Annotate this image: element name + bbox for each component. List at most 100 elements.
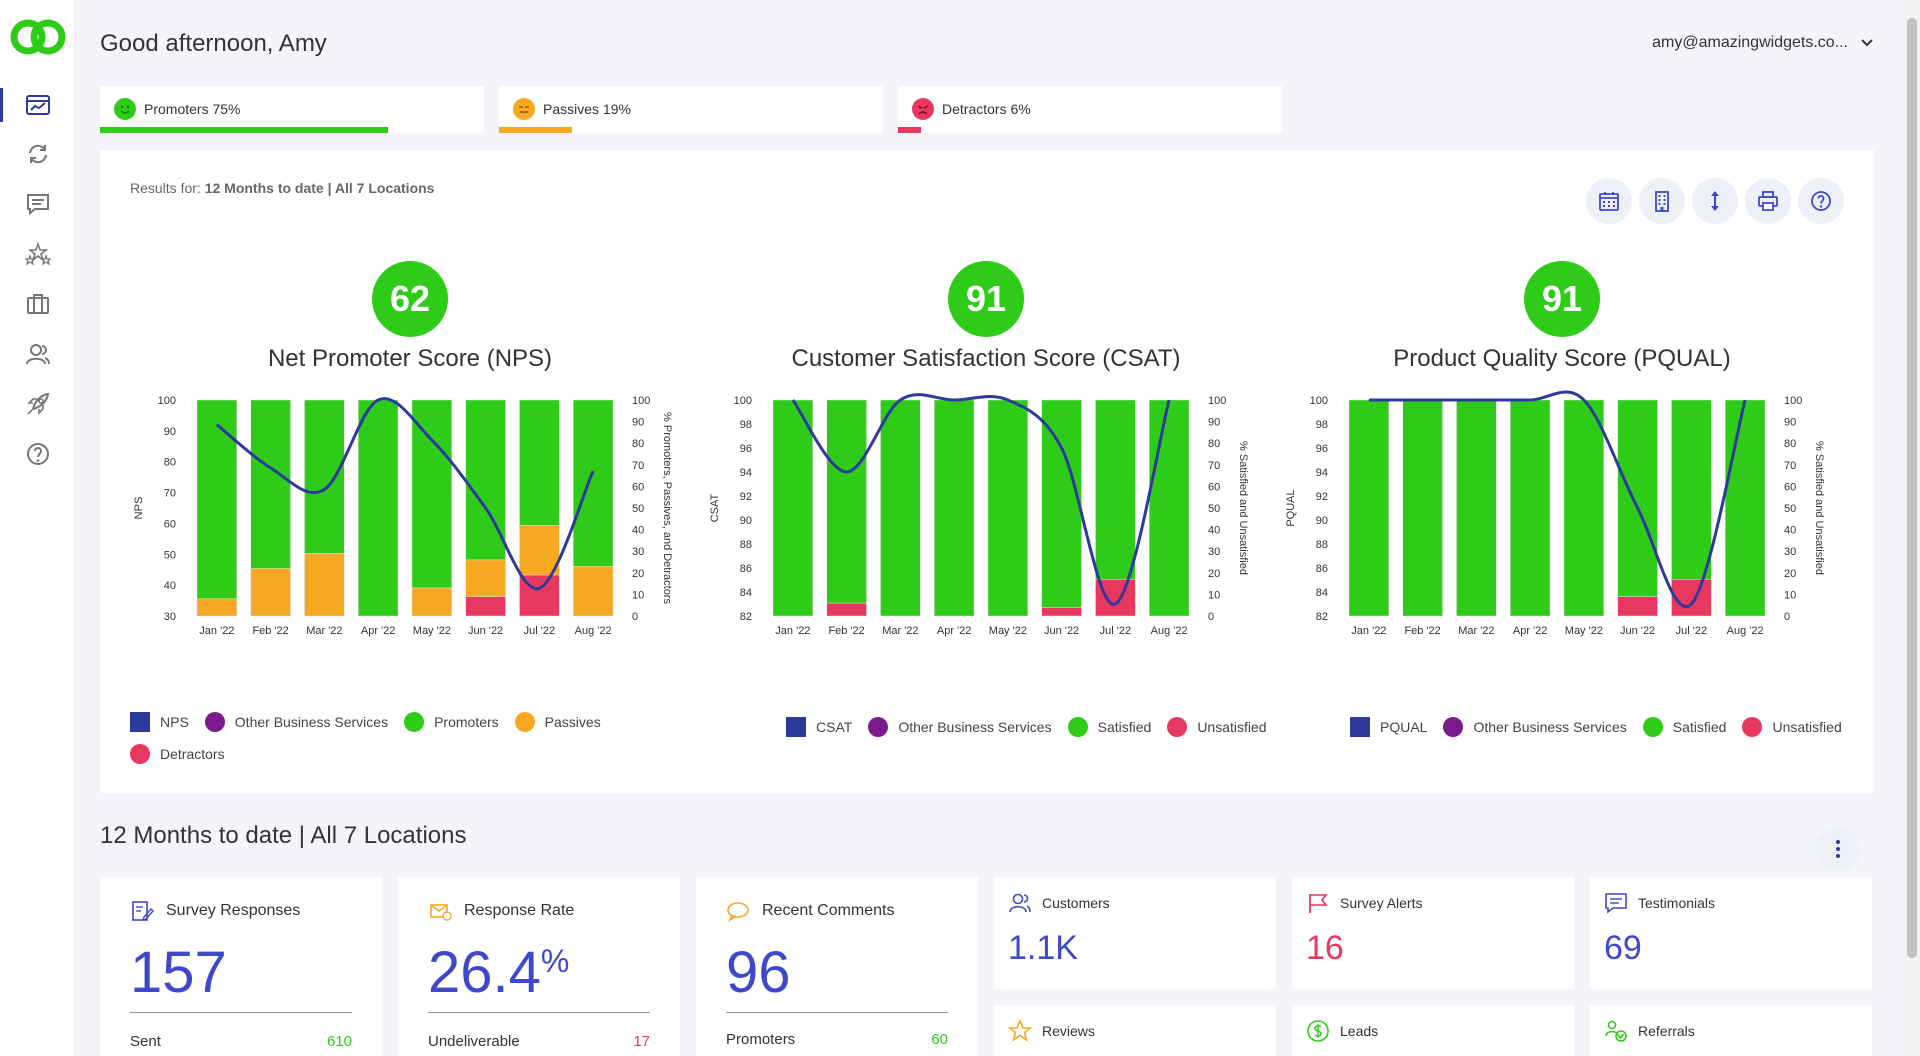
scrollbar-thumb[interactable] <box>1907 18 1917 958</box>
legend-item-unsatisfied[interactable]: Unsatisfied <box>1742 717 1842 737</box>
legend-item-nps[interactable]: NPS <box>130 712 189 732</box>
legend-item-promoters[interactable]: Promoters <box>404 712 499 732</box>
referrals-title: Referrals <box>1638 1023 1695 1039</box>
tab-promoters[interactable]: Promoters 75% <box>100 86 484 133</box>
y2-tick-label: 90 <box>1784 417 1796 429</box>
y2-tick-label: 60 <box>1784 481 1796 493</box>
legend-item-other-business-services[interactable]: Other Business Services <box>204 712 388 732</box>
calendar-icon <box>1599 192 1619 211</box>
vertical-arrows-icon <box>1711 191 1719 211</box>
section-title: 12 Months to date | All 7 Locations <box>100 822 467 849</box>
y2-tick-label: 70 <box>1208 460 1220 472</box>
y2-tick-label: 40 <box>632 525 644 537</box>
testimonials-card[interactable]: Testimonials 69 <box>1590 877 1872 989</box>
x-tick-label: Jul '22 <box>524 625 555 637</box>
pqual-chart-title: Product Quality Score (PQUAL) <box>1393 345 1731 372</box>
tab-passives[interactable]: Passives 19% <box>499 86 883 133</box>
y-tick-label: 92 <box>1316 491 1328 503</box>
csat-score-badge: 91 <box>948 261 1024 337</box>
y-tick-label: 100 <box>734 395 752 407</box>
pqual-chart: 82 84 86 88 90 92 94 96 98 100 0 10 20 30 40 50 60 70 80 90… <box>1285 390 1825 637</box>
survey-edit-icon <box>132 901 154 922</box>
referrals-icon <box>1605 1020 1627 1042</box>
x-tick-label: Jul '22 <box>1676 625 1707 637</box>
y2-tick-label: 100 <box>632 395 650 407</box>
customers-title: Customers <box>1042 895 1110 911</box>
survey-responses-card[interactable]: Survey Responses 157 Sent 610 <box>100 877 382 1056</box>
help-button[interactable] <box>1798 178 1844 224</box>
legend-item-csat[interactable]: CSAT <box>786 717 852 737</box>
brand-logo[interactable] <box>8 15 68 59</box>
y2-axis-label: % Satisfied and Unsatisfied <box>1237 441 1249 575</box>
dashboard-icon <box>25 95 50 115</box>
sent-label: Sent <box>130 1033 161 1050</box>
sidebar-item-sync[interactable] <box>0 131 75 177</box>
y2-tick-label: 80 <box>1208 438 1220 450</box>
x-tick-label: May '22 <box>413 625 451 637</box>
legend-item-detractors[interactable]: Detractors <box>130 744 225 764</box>
legend-item-other-business-services[interactable]: Other Business Services <box>868 717 1052 737</box>
y-axis-label: CSAT <box>709 493 721 522</box>
sidebar-item-launch[interactable] <box>0 381 75 427</box>
y2-tick-label: 20 <box>1784 568 1796 580</box>
x-tick-label: Jan '22 <box>775 625 810 637</box>
kebab-menu-icon <box>1836 840 1840 858</box>
sidebar-item-comments[interactable] <box>0 181 75 227</box>
x-tick-label: Jan '22 <box>1351 625 1386 637</box>
tab-detractors[interactable]: Detractors 6% <box>898 86 1282 133</box>
y-tick-label: 80 <box>164 457 176 469</box>
briefcase-icon <box>26 294 49 314</box>
comments-icon <box>26 194 49 216</box>
sidebar-item-help[interactable] <box>0 431 75 477</box>
user-menu[interactable]: amy@amazingwidgets.co... <box>1652 34 1874 52</box>
y-tick-label: 86 <box>1316 563 1328 575</box>
x-tick-label: Aug '22 <box>1151 625 1188 637</box>
star-icon <box>1008 1019 1032 1042</box>
more-options-button[interactable] <box>1816 827 1860 871</box>
nps-legend: NPS Other Business Services Promoters Pa… <box>130 712 630 764</box>
y2-tick-label: 80 <box>632 438 644 450</box>
y-tick-label: 94 <box>1316 467 1328 479</box>
sidebar-item-customers[interactable] <box>0 331 75 377</box>
expand-button[interactable] <box>1692 178 1738 224</box>
pqual-legend: PQUAL Other Business Services Satisfied … <box>1350 717 1870 737</box>
page-scrollbar[interactable] <box>1903 0 1920 1056</box>
sidebar-item-dashboard[interactable] <box>0 82 75 128</box>
y2-tick-label: 100 <box>1208 395 1226 407</box>
y-tick-label: 92 <box>740 491 752 503</box>
response-rate-card[interactable]: Response Rate 26.4% Undeliverable 17 <box>398 877 680 1056</box>
sidebar-item-reviews[interactable] <box>0 231 75 277</box>
score-line-nps <box>215 397 595 590</box>
bar-passives <box>519 525 560 576</box>
sad-face-icon <box>912 98 934 120</box>
undeliverable-label: Undeliverable <box>428 1033 520 1050</box>
card-divider <box>428 1012 650 1013</box>
response-rate-title: Response Rate <box>464 902 575 919</box>
y-tick-label: 84 <box>1316 587 1328 599</box>
legend-item-other-business-services[interactable]: Other Business Services <box>1443 717 1627 737</box>
x-tick-label: Mar '22 <box>1458 625 1494 637</box>
bar-satisfied <box>987 399 1029 617</box>
legend-item-satisfied[interactable]: Satisfied <box>1642 717 1726 737</box>
legend-item-unsatisfied[interactable]: Unsatisfied <box>1167 717 1267 737</box>
score-line-pqual <box>1368 390 1747 608</box>
y-tick-label: 88 <box>740 539 752 551</box>
leads-card[interactable]: Leads <box>1292 1005 1574 1056</box>
x-tick-label: Mar '22 <box>306 625 342 637</box>
date-range-button[interactable] <box>1586 178 1632 224</box>
survey-alerts-card[interactable]: Survey Alerts 16 <box>1292 877 1574 989</box>
print-button[interactable] <box>1745 178 1791 224</box>
locations-button[interactable] <box>1639 178 1685 224</box>
y-tick-label: 98 <box>1316 419 1328 431</box>
y2-tick-label: 30 <box>1208 546 1220 558</box>
referrals-card[interactable]: Referrals <box>1590 1005 1872 1056</box>
question-icon <box>1811 191 1831 211</box>
bar-satisfied <box>1095 399 1136 580</box>
reviews-card[interactable]: Reviews <box>994 1005 1276 1056</box>
customers-card[interactable]: Customers 1.1K <box>994 877 1276 989</box>
legend-item-pqual[interactable]: PQUAL <box>1350 717 1427 737</box>
legend-item-passives[interactable]: Passives <box>514 712 601 732</box>
legend-item-satisfied[interactable]: Satisfied <box>1067 717 1151 737</box>
sidebar-item-business[interactable] <box>0 281 75 327</box>
recent-comments-card[interactable]: Recent Comments 96 Promoters 60 <box>696 877 978 1056</box>
